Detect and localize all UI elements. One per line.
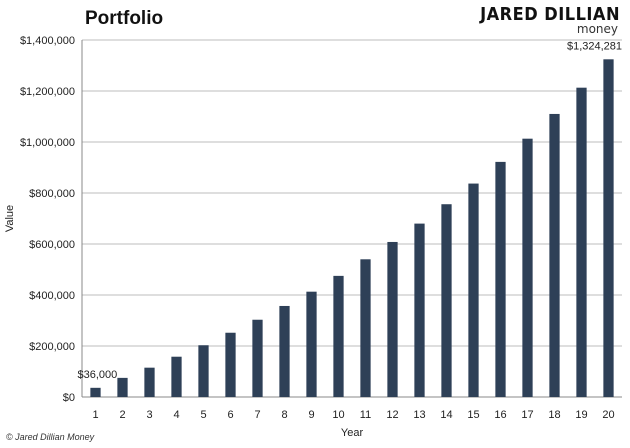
bar-year-18 [549, 113, 560, 397]
bar-year-4 [171, 356, 182, 397]
x-tick-label-5: 5 [200, 409, 206, 421]
x-tick-label-13: 13 [413, 409, 425, 421]
x-tick-label-19: 19 [575, 409, 587, 421]
y-tick-label-1: $200,000 [29, 341, 75, 353]
bar-year-14 [441, 204, 452, 397]
x-tick-label-6: 6 [227, 409, 233, 421]
x-tick-label-15: 15 [467, 409, 479, 421]
bar-year-7 [252, 319, 263, 397]
bar-year-5 [198, 345, 209, 397]
data-label-0: $36,000 [78, 369, 118, 381]
bar-year-8 [279, 305, 290, 397]
bar-year-6 [225, 332, 236, 397]
y-tick-label-5: $1,000,000 [20, 137, 75, 149]
y-tick-label-0: $0 [63, 392, 75, 404]
x-tick-label-10: 10 [332, 409, 344, 421]
bar-year-13 [414, 223, 425, 397]
bar-year-16 [495, 161, 506, 397]
y-tick-label-7: $1,400,000 [20, 35, 75, 47]
copyright-text: © Jared Dillian Money [6, 432, 95, 442]
brand-logo: JARED DILLIAN money [480, 4, 620, 36]
x-tick-label-17: 17 [521, 409, 533, 421]
y-axis-title: Value [4, 205, 16, 232]
x-tick-label-9: 9 [308, 409, 314, 421]
y-tick-label-3: $600,000 [29, 239, 75, 251]
bar-year-15 [468, 183, 479, 397]
x-tick-label-4: 4 [173, 409, 179, 421]
bar-year-17 [522, 138, 533, 397]
bar-year-9 [306, 291, 317, 397]
bar-year-3 [144, 367, 155, 397]
x-tick-label-12: 12 [386, 409, 398, 421]
bar-year-20 [603, 59, 614, 397]
data-label-19: $1,324,281 [567, 40, 622, 52]
x-tick-label-18: 18 [548, 409, 560, 421]
bar-year-2 [117, 377, 128, 397]
x-tick-label-3: 3 [146, 409, 152, 421]
x-tick-label-16: 16 [494, 409, 506, 421]
y-tick-label-4: $800,000 [29, 188, 75, 200]
y-tick-label-2: $400,000 [29, 290, 75, 302]
chart-title: Portfolio [85, 8, 164, 29]
brand-sub: money [576, 22, 618, 36]
x-tick-label-20: 20 [602, 409, 614, 421]
y-tick-label-6: $1,200,000 [20, 86, 75, 98]
x-tick-label-2: 2 [119, 409, 125, 421]
bar-year-19 [576, 87, 587, 397]
brand-name: JARED DILLIAN [480, 4, 620, 25]
x-tick-label-1: 1 [92, 409, 98, 421]
x-tick-label-8: 8 [281, 409, 287, 421]
x-tick-label-11: 11 [360, 409, 371, 421]
x-tick-label-7: 7 [254, 409, 260, 421]
bar-year-11 [360, 259, 371, 397]
bar-year-10 [333, 275, 344, 397]
bar-year-12 [387, 241, 398, 397]
bar-year-1 [90, 387, 101, 397]
x-tick-label-14: 14 [440, 409, 452, 421]
x-axis-title: Year [341, 427, 364, 439]
